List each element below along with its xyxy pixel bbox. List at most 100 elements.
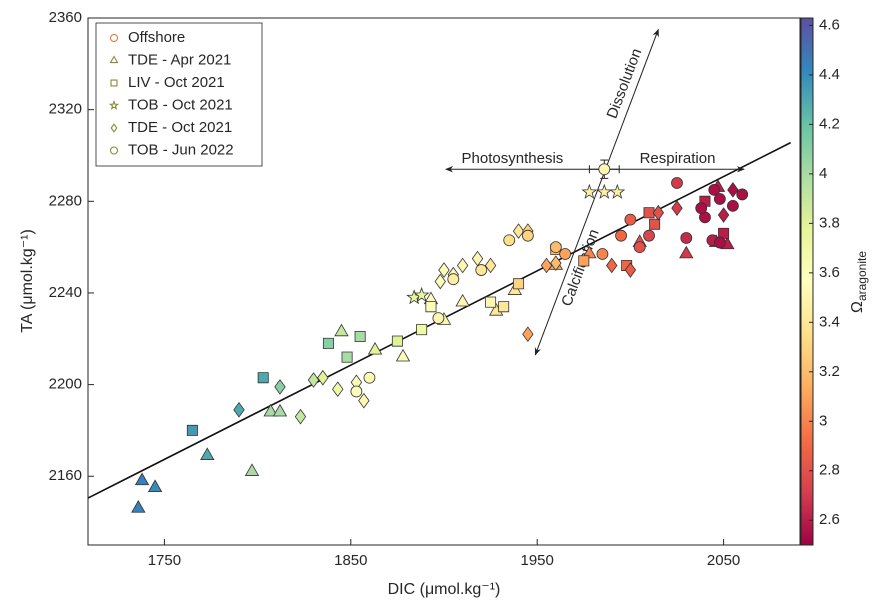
data-point bbox=[263, 403, 278, 417]
data-point bbox=[512, 223, 525, 239]
colorbar-label: Ωaragonite bbox=[849, 251, 869, 313]
colorbar-symbol: Ω bbox=[849, 301, 866, 313]
data-point bbox=[438, 262, 450, 278]
data-point bbox=[513, 278, 525, 290]
data-point bbox=[624, 262, 637, 278]
data-point bbox=[332, 381, 344, 398]
data-point bbox=[413, 286, 430, 302]
y-tick-label: 2160 bbox=[49, 467, 82, 484]
colorbar-subscript: aragonite bbox=[855, 251, 869, 301]
colorbar-tick-label: 4.2 bbox=[819, 115, 840, 132]
y-tick-label: 2360 bbox=[49, 9, 82, 26]
data-point bbox=[643, 207, 655, 219]
data-point bbox=[596, 183, 613, 199]
data-point bbox=[582, 245, 597, 259]
data-point bbox=[317, 369, 329, 386]
legend-marker bbox=[109, 55, 119, 64]
arrow-label: Photosynthesis bbox=[462, 150, 564, 167]
data-point bbox=[615, 229, 627, 242]
data-point bbox=[609, 183, 626, 199]
data-point bbox=[307, 372, 320, 388]
x-tick-label: 2050 bbox=[707, 552, 740, 569]
legend-marker bbox=[108, 100, 120, 110]
data-point bbox=[455, 293, 470, 307]
x-tick-label: 1850 bbox=[334, 552, 367, 569]
colorbar-tick-label: 4.4 bbox=[819, 66, 840, 83]
y-tick-label: 2240 bbox=[49, 284, 82, 301]
data-point bbox=[695, 202, 708, 215]
plot-frame bbox=[87, 17, 801, 546]
data-point bbox=[522, 326, 534, 343]
data-point bbox=[134, 472, 150, 486]
x-axis-label: DIC (μmol.kg⁻¹) bbox=[388, 581, 501, 598]
data-point bbox=[559, 248, 572, 260]
colorbar-tick-label: 3 bbox=[819, 412, 827, 429]
x-tick-label: 1750 bbox=[148, 552, 181, 569]
legend-label: LIV - Oct 2021 bbox=[128, 74, 225, 91]
data-point bbox=[713, 193, 726, 205]
data-point bbox=[434, 273, 446, 290]
legend-marker bbox=[110, 79, 118, 87]
legend-label: Offshore bbox=[128, 29, 185, 46]
data-point bbox=[131, 500, 146, 513]
data-point bbox=[358, 392, 370, 409]
colorbar-tick-label: 3.6 bbox=[819, 264, 840, 281]
colorbar-tick-label: 4 bbox=[819, 165, 827, 182]
colorbar-tick-label: 2.8 bbox=[819, 462, 840, 479]
data-point bbox=[578, 255, 590, 267]
data-point bbox=[391, 335, 403, 347]
data-point bbox=[354, 330, 366, 342]
data-point bbox=[367, 341, 383, 355]
data-point bbox=[272, 403, 288, 417]
data-point bbox=[334, 323, 349, 337]
data-point bbox=[550, 255, 562, 272]
data-point bbox=[363, 371, 376, 384]
data-point bbox=[679, 245, 694, 259]
data-point bbox=[649, 218, 661, 230]
data-point bbox=[598, 163, 611, 176]
data-point bbox=[186, 424, 198, 436]
x-tick-label: 1950 bbox=[521, 552, 554, 569]
legend-marker bbox=[109, 146, 119, 155]
data-point bbox=[624, 213, 637, 226]
colorbar-tick-label: 3.2 bbox=[819, 363, 840, 380]
legend-box bbox=[95, 22, 263, 167]
data-point bbox=[713, 236, 726, 249]
data-point bbox=[200, 447, 215, 460]
data-point bbox=[549, 241, 562, 254]
data-point bbox=[643, 229, 655, 242]
colorbar-tick-label: 2.6 bbox=[819, 511, 840, 528]
arrow bbox=[534, 28, 659, 356]
data-point bbox=[294, 408, 307, 425]
data-point bbox=[257, 372, 269, 384]
data-point bbox=[521, 229, 534, 242]
colorbar-tick-label: 3.4 bbox=[819, 313, 840, 330]
data-point bbox=[147, 479, 163, 493]
data-point bbox=[471, 250, 484, 267]
data-point bbox=[425, 301, 437, 313]
legend-label: TDE - Apr 2021 bbox=[128, 51, 231, 68]
data-point bbox=[395, 348, 411, 362]
data-point bbox=[447, 273, 460, 286]
arrow-label: Respiration bbox=[640, 150, 716, 167]
colorbar-tick-label: 3.8 bbox=[819, 214, 840, 231]
data-point bbox=[671, 177, 683, 189]
data-point bbox=[718, 227, 730, 239]
data-point bbox=[274, 379, 286, 395]
colorbar-tick-label: 4.6 bbox=[819, 16, 840, 33]
colorbar bbox=[800, 17, 814, 546]
data-point bbox=[432, 312, 445, 325]
data-point bbox=[485, 296, 497, 308]
arrow-label: Dissolution bbox=[604, 46, 646, 121]
data-point bbox=[633, 241, 646, 254]
y-tick-label: 2280 bbox=[49, 192, 82, 209]
data-point bbox=[680, 232, 693, 244]
legend-marker bbox=[109, 33, 119, 43]
legend-label: TOB - Oct 2021 bbox=[128, 96, 233, 113]
data-point bbox=[456, 257, 469, 274]
data-point bbox=[606, 257, 618, 274]
y-tick-label: 2320 bbox=[49, 101, 82, 118]
data-point bbox=[341, 351, 353, 363]
legend: Offshore TDE - Apr 2021 LIV - Oct 2021 TOB … bbox=[95, 22, 263, 167]
y-tick-label: 2200 bbox=[49, 376, 82, 393]
